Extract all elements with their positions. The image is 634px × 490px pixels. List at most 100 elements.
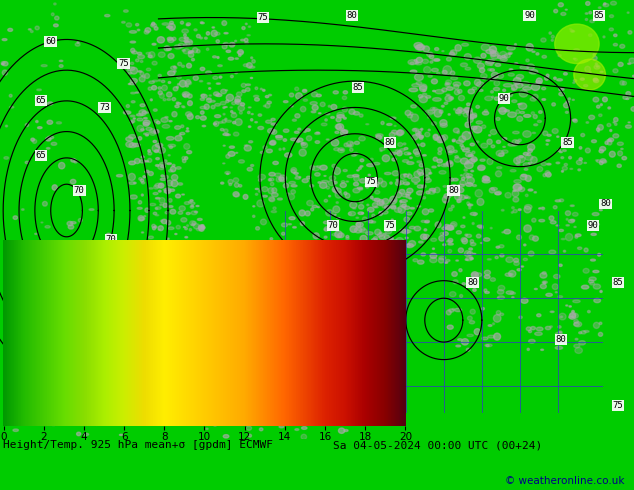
- Ellipse shape: [380, 147, 385, 150]
- Ellipse shape: [311, 414, 313, 415]
- Ellipse shape: [457, 199, 460, 203]
- Ellipse shape: [233, 132, 239, 136]
- Ellipse shape: [540, 273, 547, 278]
- Ellipse shape: [482, 179, 490, 183]
- Ellipse shape: [463, 112, 469, 117]
- Ellipse shape: [456, 188, 464, 193]
- Ellipse shape: [124, 111, 131, 114]
- Ellipse shape: [131, 92, 135, 94]
- Ellipse shape: [53, 24, 58, 27]
- Ellipse shape: [523, 163, 530, 167]
- Ellipse shape: [552, 35, 554, 38]
- Ellipse shape: [524, 225, 531, 232]
- Ellipse shape: [534, 332, 542, 336]
- Ellipse shape: [448, 249, 451, 253]
- Ellipse shape: [366, 186, 369, 188]
- Ellipse shape: [411, 84, 419, 87]
- Ellipse shape: [302, 427, 307, 429]
- Ellipse shape: [562, 171, 564, 172]
- Ellipse shape: [434, 109, 442, 117]
- Ellipse shape: [603, 36, 605, 38]
- Ellipse shape: [424, 178, 431, 183]
- Ellipse shape: [486, 49, 495, 53]
- Ellipse shape: [223, 133, 229, 136]
- Ellipse shape: [138, 71, 142, 72]
- Ellipse shape: [302, 252, 309, 259]
- Ellipse shape: [592, 213, 599, 216]
- Ellipse shape: [273, 161, 278, 165]
- Ellipse shape: [244, 145, 251, 151]
- Ellipse shape: [179, 298, 185, 304]
- Ellipse shape: [158, 91, 162, 95]
- Ellipse shape: [344, 143, 348, 147]
- Ellipse shape: [289, 217, 295, 220]
- Ellipse shape: [569, 156, 571, 159]
- Ellipse shape: [158, 52, 165, 57]
- Ellipse shape: [622, 81, 626, 85]
- Ellipse shape: [164, 160, 167, 163]
- Ellipse shape: [593, 270, 599, 272]
- Ellipse shape: [430, 257, 437, 263]
- Ellipse shape: [166, 293, 171, 295]
- Ellipse shape: [301, 143, 306, 146]
- Ellipse shape: [442, 227, 446, 230]
- Ellipse shape: [466, 161, 469, 164]
- Ellipse shape: [540, 284, 547, 289]
- Ellipse shape: [590, 20, 595, 23]
- Ellipse shape: [461, 238, 467, 242]
- Ellipse shape: [588, 115, 595, 120]
- Ellipse shape: [144, 118, 147, 119]
- Ellipse shape: [242, 90, 246, 93]
- Ellipse shape: [201, 94, 205, 97]
- Ellipse shape: [266, 96, 269, 98]
- Ellipse shape: [255, 122, 257, 123]
- Ellipse shape: [328, 105, 330, 107]
- Ellipse shape: [184, 38, 189, 40]
- Ellipse shape: [349, 283, 351, 286]
- Ellipse shape: [209, 88, 210, 89]
- Ellipse shape: [186, 128, 188, 129]
- Ellipse shape: [446, 260, 450, 262]
- Ellipse shape: [419, 136, 423, 140]
- Ellipse shape: [482, 308, 484, 310]
- Ellipse shape: [389, 132, 395, 137]
- Ellipse shape: [465, 108, 472, 112]
- Ellipse shape: [423, 46, 429, 52]
- Ellipse shape: [358, 167, 361, 170]
- Ellipse shape: [524, 169, 528, 171]
- Ellipse shape: [564, 73, 567, 75]
- Ellipse shape: [127, 71, 129, 72]
- Ellipse shape: [574, 319, 578, 323]
- Ellipse shape: [562, 167, 567, 170]
- Ellipse shape: [356, 301, 361, 306]
- Ellipse shape: [411, 177, 420, 183]
- Ellipse shape: [183, 45, 187, 47]
- Ellipse shape: [574, 321, 581, 327]
- Ellipse shape: [258, 126, 264, 129]
- Ellipse shape: [256, 194, 258, 196]
- Ellipse shape: [153, 109, 157, 111]
- Ellipse shape: [566, 224, 569, 226]
- Ellipse shape: [197, 34, 200, 38]
- Ellipse shape: [310, 165, 314, 170]
- Ellipse shape: [150, 285, 153, 288]
- Ellipse shape: [547, 163, 551, 165]
- Ellipse shape: [238, 350, 243, 354]
- Ellipse shape: [324, 236, 327, 238]
- Ellipse shape: [496, 150, 504, 156]
- Ellipse shape: [210, 314, 233, 344]
- Ellipse shape: [533, 132, 536, 134]
- Ellipse shape: [398, 181, 404, 184]
- Ellipse shape: [226, 90, 228, 91]
- Ellipse shape: [170, 28, 174, 30]
- Ellipse shape: [399, 148, 405, 151]
- Ellipse shape: [339, 290, 346, 295]
- Ellipse shape: [182, 29, 188, 33]
- Ellipse shape: [465, 67, 470, 70]
- Ellipse shape: [443, 164, 447, 166]
- Ellipse shape: [459, 110, 466, 114]
- Ellipse shape: [468, 154, 473, 156]
- Ellipse shape: [502, 232, 504, 233]
- Ellipse shape: [151, 24, 157, 27]
- Ellipse shape: [245, 407, 250, 409]
